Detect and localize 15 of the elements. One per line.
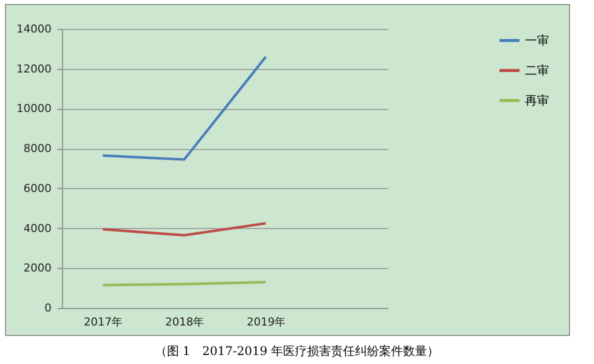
legend-label: 一审: [525, 34, 549, 48]
y-tick-label: 4000: [24, 222, 52, 235]
y-tick-label: 6000: [24, 182, 52, 195]
legend-label: 二审: [525, 64, 549, 78]
x-tick-label: 2017年: [84, 316, 123, 328]
x-tick-label: 2018年: [165, 316, 204, 328]
text: （图 1 2017-2019 年医疗损害责任纠纷案件数量）: [154, 343, 440, 360]
y-tick-label: 12000: [16, 62, 52, 76]
legend-label: 再审: [525, 94, 549, 108]
y-tick-label: 2000: [24, 262, 52, 275]
y-tick-label: 10000: [16, 102, 52, 116]
x-tick-label: 2019年: [246, 316, 286, 328]
y-tick-label: 8000: [24, 142, 52, 156]
y-tick-label: 14000: [16, 22, 52, 36]
y-tick-label: 0: [44, 302, 52, 314]
